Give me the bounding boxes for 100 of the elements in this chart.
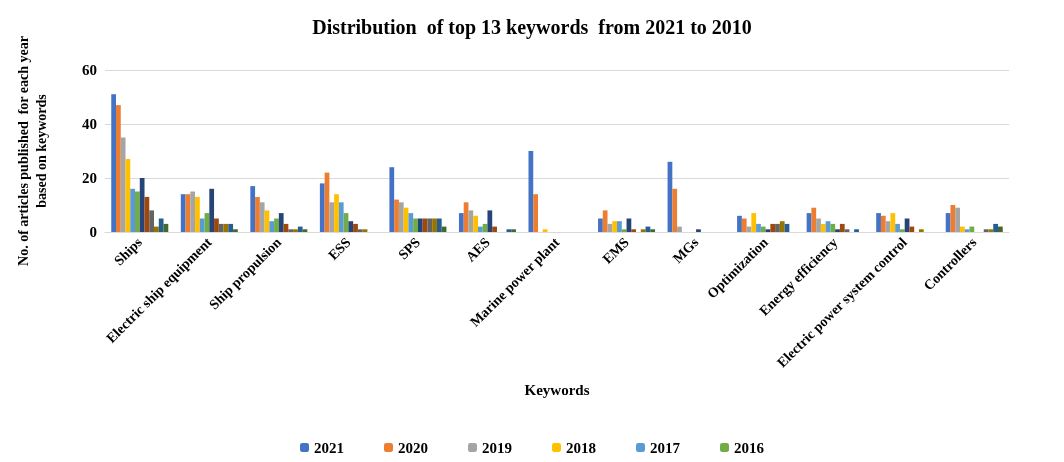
bar [677,226,682,232]
bar [909,226,915,232]
bar [816,218,821,232]
bar [259,202,265,232]
bar [199,218,205,232]
bar [533,194,538,232]
bar [398,202,404,232]
bar [436,218,442,232]
bar [357,229,363,232]
bar [741,218,747,232]
bar [528,151,534,232]
bar [844,229,850,232]
bar [278,213,284,232]
bar [955,207,960,232]
bar [492,226,497,232]
x-tick-label: ESS [325,234,354,263]
bar [612,221,618,232]
bar [297,226,303,232]
bar [918,229,924,232]
bar [820,223,826,232]
bar [413,218,418,232]
bar [209,188,215,232]
bar [362,229,368,232]
bar [269,221,275,232]
bar [139,178,145,232]
bar [214,218,219,232]
bar [329,202,335,232]
bar [195,196,200,232]
bar [511,229,516,232]
y-tick-label: 20 [82,170,97,186]
bar [899,229,905,232]
bar [250,186,256,232]
bar [477,226,483,232]
bar [319,183,325,232]
bar [779,221,785,232]
x-axis-title: Keywords [524,381,590,398]
bar [765,229,771,232]
bar [111,94,117,232]
bar [427,218,433,232]
bar [988,229,994,232]
bar [130,188,136,232]
bar [334,194,339,232]
bar [631,229,637,232]
bar [116,105,121,232]
legend-label: 2020 [398,439,428,456]
bar [997,226,1003,232]
bar [672,188,678,232]
bar [135,191,140,232]
bar [302,229,308,232]
bar [338,202,344,232]
bar [458,213,464,232]
bar [190,191,196,232]
bar [432,218,437,232]
bar [890,213,896,232]
bar [218,223,224,232]
bar [835,229,840,232]
bar [621,229,627,232]
bar [274,218,279,232]
bar [180,194,186,232]
y-axis-title: No. of articles published for each year based on keywords [15,36,49,266]
bar [602,210,608,232]
bar [950,205,956,232]
bar [811,207,817,232]
bar [506,229,512,232]
bar [617,221,622,232]
bar [542,229,548,232]
bar [353,223,358,232]
bar [255,196,260,232]
bar [830,223,836,232]
bar [737,215,742,232]
bar [417,218,423,232]
bar [751,213,757,232]
bar [158,218,164,232]
bar [640,229,646,232]
bar [775,223,780,232]
legend-label: 2018 [566,439,596,456]
bar [839,223,845,232]
legend-label: 2019 [482,439,512,456]
bar [293,229,298,232]
bar [650,229,656,232]
bar [389,167,395,232]
bar [880,215,886,232]
bar [770,223,776,232]
bar [895,223,900,232]
bar [348,221,354,232]
legend-label: 2017 [650,439,681,456]
bar [394,199,399,232]
bar [964,229,970,232]
x-tick-label: SPS [395,234,424,263]
bar [876,213,881,232]
bar [598,218,603,232]
bar [120,137,126,232]
bar [993,223,998,232]
bar [983,229,989,232]
chart-title: Distribution of top 13 keywords from 2021 to 2010 [312,16,752,39]
bar [473,215,478,232]
bar [154,226,159,232]
bar [233,229,238,232]
bar [959,226,965,232]
bar [408,213,414,232]
